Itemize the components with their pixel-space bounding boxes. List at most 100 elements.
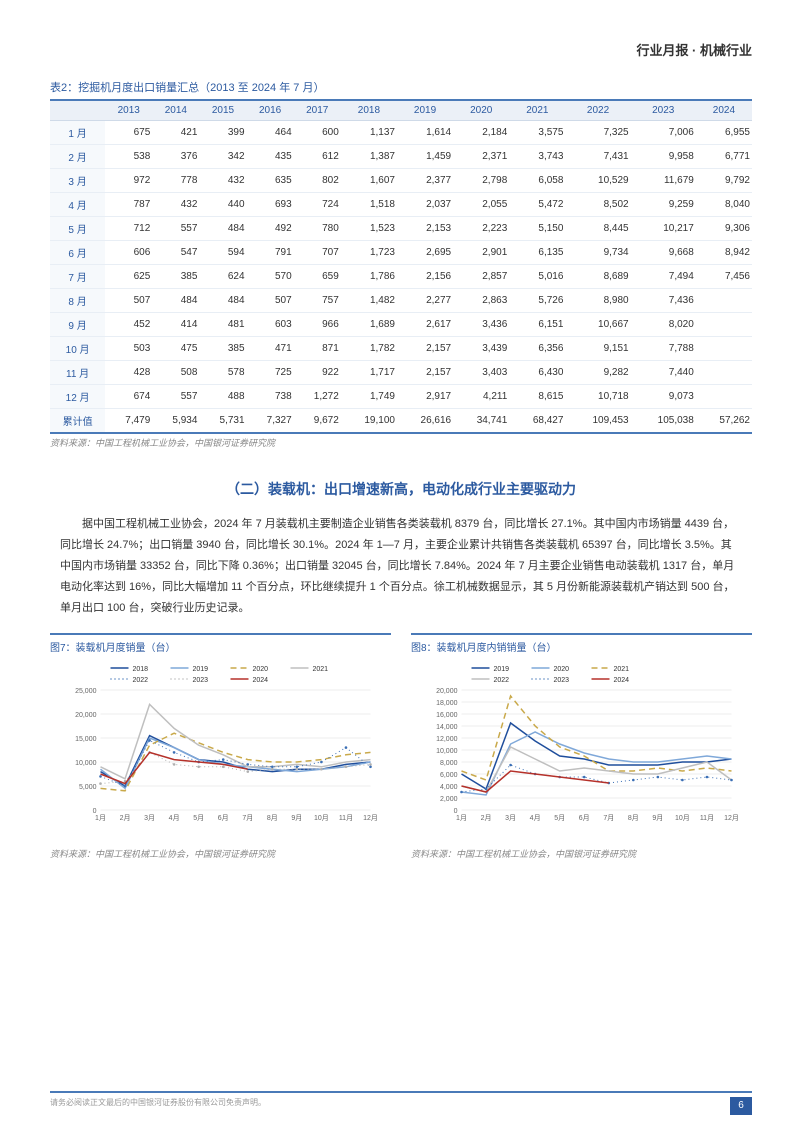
svg-text:1月: 1月 — [456, 814, 467, 822]
svg-text:2024: 2024 — [614, 677, 630, 684]
table-cell: 508 — [152, 361, 199, 385]
svg-text:8月: 8月 — [628, 814, 639, 822]
table-cell: 3,436 — [453, 313, 509, 337]
table-cell: 440 — [199, 193, 246, 217]
svg-text:5月: 5月 — [193, 814, 204, 822]
page-header: 行业月报 · 机械行业 — [50, 40, 752, 59]
table-cell: 26,616 — [397, 409, 453, 434]
table-cell: 376 — [152, 145, 199, 169]
table-cell: 1,518 — [341, 193, 397, 217]
table-cell: 9,958 — [631, 145, 696, 169]
table-cell: 1,749 — [341, 385, 397, 409]
table-cell: 12 月 — [50, 385, 105, 409]
table-cell: 2,156 — [397, 265, 453, 289]
chart7-source: 资料来源：中国工程机械工业协会，中国银河证券研究院 — [50, 847, 391, 860]
table-header-cell: 2023 — [631, 100, 696, 121]
table-cell: 6,135 — [509, 241, 565, 265]
table-cell: 累计值 — [50, 409, 105, 434]
table-cell: 1,482 — [341, 289, 397, 313]
table-cell: 5,726 — [509, 289, 565, 313]
svg-text:2月: 2月 — [120, 814, 131, 822]
table-row: 1 月6754213994646001,1371,6142,1843,5757,… — [50, 121, 752, 145]
svg-text:2022: 2022 — [133, 677, 149, 684]
table-cell: 2,153 — [397, 217, 453, 241]
table-cell: 724 — [294, 193, 341, 217]
table-cell: 8,942 — [696, 241, 752, 265]
table-cell: 8,020 — [631, 313, 696, 337]
svg-text:5,000: 5,000 — [79, 784, 97, 791]
table-cell: 5,472 — [509, 193, 565, 217]
table-cell: 484 — [199, 217, 246, 241]
svg-text:2023: 2023 — [554, 677, 570, 684]
table-header-cell: 2014 — [152, 100, 199, 121]
svg-text:1月: 1月 — [95, 814, 106, 822]
table-cell: 1 月 — [50, 121, 105, 145]
table-cell: 34,741 — [453, 409, 509, 434]
table-cell: 1,782 — [341, 337, 397, 361]
svg-text:9月: 9月 — [652, 814, 663, 822]
table-cell — [696, 289, 752, 313]
table-cell: 557 — [152, 385, 199, 409]
table-header-cell — [50, 100, 105, 121]
table-cell: 4,211 — [453, 385, 509, 409]
table-cell: 675 — [105, 121, 152, 145]
table-row: 3 月9727784326358021,6072,3772,7986,05810… — [50, 169, 752, 193]
svg-text:3月: 3月 — [505, 814, 516, 822]
svg-text:6,000: 6,000 — [440, 772, 458, 779]
svg-text:20,000: 20,000 — [75, 712, 97, 719]
table-cell: 557 — [152, 217, 199, 241]
table-cell: 8,980 — [565, 289, 630, 313]
svg-text:10,000: 10,000 — [75, 760, 97, 767]
table-title: 表2：挖掘机月度出口销量汇总（2013 至 2024 年 7 月） — [50, 79, 752, 95]
table-cell: 342 — [199, 145, 246, 169]
table-cell: 5,016 — [509, 265, 565, 289]
svg-text:12月: 12月 — [724, 814, 739, 822]
svg-text:2024: 2024 — [253, 677, 269, 684]
table-cell — [696, 337, 752, 361]
table-cell: 11 月 — [50, 361, 105, 385]
table-cell: 481 — [199, 313, 246, 337]
table-cell: 2,857 — [453, 265, 509, 289]
table-cell: 3,439 — [453, 337, 509, 361]
table-cell: 105,038 — [631, 409, 696, 434]
table-cell: 385 — [152, 265, 199, 289]
table-cell: 8,689 — [565, 265, 630, 289]
table-cell: 2,371 — [453, 145, 509, 169]
svg-text:8月: 8月 — [267, 814, 278, 822]
table-cell: 922 — [294, 361, 341, 385]
table-cell: 7,494 — [631, 265, 696, 289]
table-row: 2 月5383763424356121,3871,4592,3713,7437,… — [50, 145, 752, 169]
table-cell: 10 月 — [50, 337, 105, 361]
table-cell: 2,377 — [397, 169, 453, 193]
table-cell: 6,151 — [509, 313, 565, 337]
svg-text:18,000: 18,000 — [436, 700, 458, 707]
table-cell: 1,459 — [397, 145, 453, 169]
table-cell: 2,863 — [453, 289, 509, 313]
table-cell: 624 — [199, 265, 246, 289]
table-cell: 7,436 — [631, 289, 696, 313]
table-cell: 2,798 — [453, 169, 509, 193]
svg-text:0: 0 — [454, 808, 458, 815]
table-cell: 5,934 — [152, 409, 199, 434]
table-header-cell: 2021 — [509, 100, 565, 121]
footer-divider — [50, 1091, 752, 1093]
table-cell: 492 — [247, 217, 294, 241]
table-cell: 547 — [152, 241, 199, 265]
svg-text:4月: 4月 — [169, 814, 180, 822]
table-cell: 787 — [105, 193, 152, 217]
svg-text:2020: 2020 — [554, 666, 570, 673]
table-cell: 5,150 — [509, 217, 565, 241]
table-cell: 2,695 — [397, 241, 453, 265]
table-cell: 707 — [294, 241, 341, 265]
table-cell: 484 — [152, 289, 199, 313]
svg-text:2023: 2023 — [193, 677, 209, 684]
svg-text:2020: 2020 — [253, 666, 269, 673]
table-header-cell: 2013 — [105, 100, 152, 121]
svg-text:2,000: 2,000 — [440, 796, 458, 803]
svg-text:11月: 11月 — [339, 814, 353, 822]
table-cell: 9,668 — [631, 241, 696, 265]
table-cell: 712 — [105, 217, 152, 241]
table-cell: 972 — [105, 169, 152, 193]
table-cell: 507 — [105, 289, 152, 313]
section-title: （二）装载机：出口增速新高，电动化成行业主要驱动力 — [50, 479, 752, 499]
